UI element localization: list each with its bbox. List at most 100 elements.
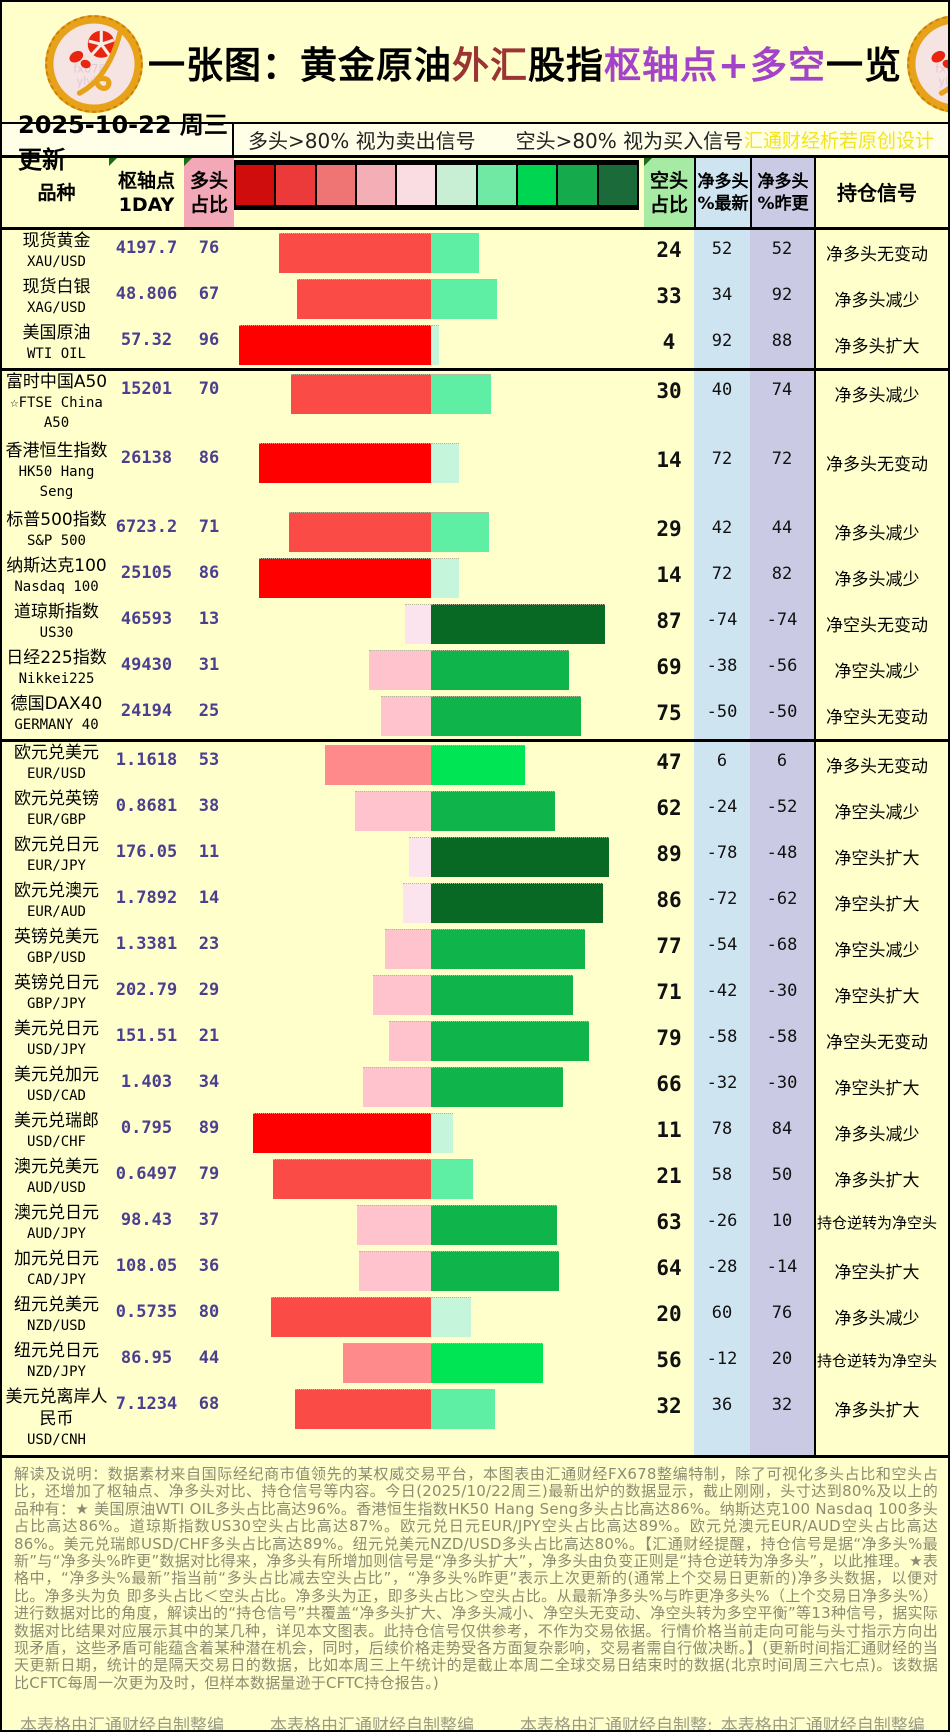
table-row: 标普500指数 S&P 500 6723.2 71 29 42 44 净多头减少 [2,509,948,555]
position-signal: 净空头减少 [834,941,920,961]
short-percent: 63 [656,1210,682,1234]
instrument-name: 纽元兑日元 NZD/JPY [14,1341,99,1380]
short-bar [431,325,439,365]
net-long-previous: 20 [771,1349,793,1369]
short-bar [431,1389,495,1429]
pivot-value: 7.1234 [115,1394,178,1414]
net-long-previous: -30 [766,1073,798,1093]
instrument-name: 美元兑加元 USD/CAD [14,1065,99,1104]
credits-row: 本表格由汇通财经自制整编 本表格由汇通财经自制整编 本表格由汇通财经自制整: 本… [2,1692,948,1732]
col-header-color-scale [234,158,644,227]
net-long-latest: -38 [706,656,738,676]
position-signal: 净多头减少 [834,570,920,590]
table-row: 香港恒生指数 HK50 Hang Seng 26138 86 14 72 72 净多… [2,440,948,509]
long-bar [385,929,431,969]
short-bar [431,650,569,690]
short-percent: 11 [656,1118,682,1142]
fx678-coin-logo-left: fx678 ylyl [45,15,143,113]
short-percent: 66 [656,1072,682,1096]
instrument-name: 欧元兑美元 EUR/USD [14,743,99,782]
net-long-previous: -48 [766,843,798,863]
instrument-name: 标普500指数 S&P 500 [6,510,107,549]
short-bar [431,745,525,785]
net-long-latest: -54 [706,935,738,955]
position-signal: 净空头扩大 [834,849,920,869]
long-percent: 71 [198,517,220,537]
short-percent: 62 [656,796,682,820]
short-percent: 89 [656,842,682,866]
net-long-latest: -28 [706,1257,738,1277]
title-segment: 一览 [826,44,903,87]
designer-credit: 汇通财经析若原创设计 [743,130,934,152]
credit-text: 本表格由汇通财经自制整编 [270,1716,474,1732]
net-long-previous: 74 [771,380,793,400]
net-long-latest: 34 [711,285,733,305]
pivot-value: 1.3381 [115,934,178,954]
credit-text: 本表格由汇通财经自制整编 [20,1716,224,1732]
short-percent: 33 [656,284,682,308]
red-flower [69,30,115,69]
net-long-latest: 92 [711,331,733,351]
table-row: 纽元兑美元 NZD/USD 0.5735 80 20 60 76 净多头减少 [2,1294,948,1340]
short-percent: 79 [656,1026,682,1050]
instrument-name: 英镑兑日元 GBP/JPY [14,973,99,1012]
short-bar [431,791,555,831]
net-long-previous: 76 [771,1303,793,1323]
scale-swatch [558,165,599,205]
pivot-value: 4197.7 [115,238,178,258]
net-long-latest: 78 [711,1119,733,1139]
long-bar [357,1205,431,1245]
comment-marker-icon [184,158,192,166]
pivot-value: 1.1618 [115,750,178,770]
table-row: 美元兑离岸人 民币 USD/CNH 7.1234 68 32 36 32 净多头扩大 [2,1386,948,1458]
net-long-latest: 60 [711,1303,733,1323]
long-bar [271,1297,431,1337]
color-scale [234,160,639,210]
long-short-bar-cell [234,788,644,834]
net-long-latest: 72 [711,564,733,584]
pivot-value: 49430 [120,655,173,675]
position-signal: 净多头减少 [834,291,920,311]
short-percent: 64 [656,1256,682,1280]
net-long-latest: -26 [706,1211,738,1231]
net-long-latest: 36 [711,1395,733,1415]
table-row: 英镑兑美元 GBP/USD 1.3381 23 77 -54 -68 净空头减少 [2,926,948,972]
long-percent: 70 [198,379,220,399]
scale-swatch [276,165,317,205]
position-signal: 净多头减少 [834,386,920,406]
pivot-value: 46593 [120,609,173,629]
gold-branch [76,30,123,96]
short-bar [431,1067,563,1107]
long-percent: 23 [198,934,220,954]
pivot-value: 0.795 [120,1118,173,1138]
position-signal: 净多头无变动 [826,757,928,777]
instrument-name: 现货白银 XAG/USD [22,277,91,316]
short-percent: 32 [656,1394,682,1418]
short-bar [431,1343,543,1383]
table-row: 加元兑日元 CAD/JPY 108.05 36 64 -28 -14 净空头扩大 [2,1248,948,1294]
net-long-latest: 58 [711,1165,733,1185]
position-signal: 净空头扩大 [834,1079,920,1099]
table-row: 澳元兑美元 AUD/USD 0.6497 79 21 58 50 净多头扩大 [2,1156,948,1202]
pivot-value: 48.806 [115,284,178,304]
short-percent: 69 [656,655,682,679]
title-segment: 枢轴点+多空 [604,44,827,87]
short-percent: 30 [656,379,682,403]
net-long-previous: 32 [771,1395,793,1415]
long-short-bar-cell [234,972,644,1018]
short-percent: 24 [656,238,682,262]
long-bar [279,233,431,273]
position-signal: 净空头扩大 [834,895,920,915]
instrument-name: 欧元兑日元 EUR/JPY [14,835,99,874]
long-short-bar-cell [234,1294,644,1340]
title-band: fx678 ylyl 一张图：黄金原油外汇股指枢轴点+多空一览 fx678 yl… [2,2,948,122]
instrument-name: 现货黄金 XAU/USD [22,231,91,270]
long-short-bar-cell [234,509,644,555]
long-short-bar-cell [234,1156,644,1202]
position-signal: 净多头无变动 [826,455,928,475]
long-short-bar-cell [234,693,644,739]
net-long-previous: -68 [766,935,798,955]
long-percent: 34 [198,1072,220,1092]
instrument-name: 日经225指数 Nikkei225 [6,648,107,687]
long-bar [297,279,431,319]
